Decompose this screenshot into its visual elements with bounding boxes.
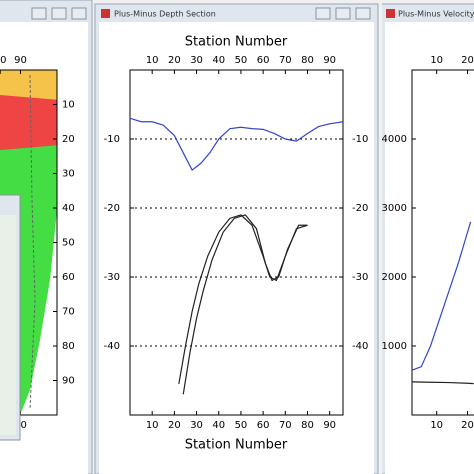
minimize-button[interactable] bbox=[31, 7, 47, 20]
small-window bbox=[0, 194, 21, 441]
window-icon bbox=[386, 9, 395, 18]
y-tick-label: -30 bbox=[352, 272, 368, 283]
x-tick-label: 10 bbox=[430, 55, 443, 66]
x-tick-label: 90 bbox=[14, 55, 27, 66]
x-axis-label: Station Number bbox=[185, 438, 288, 453]
y-tick-label: 70 bbox=[62, 307, 75, 318]
plot-frame bbox=[129, 69, 344, 416]
y-tick-label: 30 bbox=[62, 169, 75, 180]
y-tick-label: 2000 bbox=[382, 272, 407, 283]
velocity-chart: 10 10 20 20 1000 2000 3000 4000 bbox=[382, 55, 474, 431]
y-tick-label: 50 bbox=[62, 238, 75, 249]
y-tick-label: -20 bbox=[352, 203, 368, 214]
x-tick-label: 80 bbox=[301, 420, 314, 431]
plot-frame bbox=[411, 69, 474, 416]
x-tick-label: 30 bbox=[190, 420, 203, 431]
maximize-button[interactable] bbox=[51, 7, 67, 20]
y-tick-label: 3000 bbox=[382, 203, 407, 214]
y-tick-label: 40 bbox=[62, 203, 75, 214]
y-tick-label: 4000 bbox=[382, 134, 407, 145]
y-tick-label: 80 bbox=[62, 341, 75, 352]
x-tick-label: 80 bbox=[0, 55, 7, 66]
y-tick-label: 10 bbox=[62, 100, 75, 111]
x-tick-label: 10 bbox=[146, 420, 159, 431]
x-tick-label: 40 bbox=[212, 55, 225, 66]
close-button[interactable] bbox=[355, 7, 371, 20]
x-tick-label: 20 bbox=[168, 55, 181, 66]
x-tick-label: 10 bbox=[146, 55, 159, 66]
x-tick-label: 20 bbox=[168, 420, 181, 431]
maximize-button[interactable] bbox=[335, 7, 351, 20]
x-tick-label: 90 bbox=[323, 55, 336, 66]
data-line bbox=[182, 214, 308, 395]
y-tick-label: -40 bbox=[352, 341, 368, 352]
x-tick-label: 60 bbox=[257, 55, 270, 66]
y-tick-label: -20 bbox=[104, 203, 120, 214]
x-tick-label: 40 bbox=[212, 420, 225, 431]
x-tick-label: 70 bbox=[279, 55, 292, 66]
window-title: Plus-Minus Velocity Section bbox=[398, 10, 474, 19]
velocity-window: Plus-Minus Velocity Section bbox=[382, 3, 474, 474]
close-button[interactable] bbox=[71, 7, 87, 20]
y-tick-label: 20 bbox=[62, 134, 75, 145]
x-tick-label: 70 bbox=[279, 420, 292, 431]
depth-chart: Station Number Station Number 10 10 20 20 30… bbox=[104, 35, 369, 453]
y-tick-label: 1000 bbox=[382, 341, 407, 352]
x-tick-label: 30 bbox=[190, 55, 203, 66]
x-tick-label: 10 bbox=[430, 420, 443, 431]
x-tick-label: 80 bbox=[301, 55, 314, 66]
y-tick-label: 90 bbox=[62, 376, 75, 387]
y-tick-label: -40 bbox=[104, 341, 120, 352]
x-tick-label: 20 bbox=[461, 55, 474, 66]
y-tick-label: -10 bbox=[104, 134, 120, 145]
x-tick-label: 20 bbox=[461, 420, 474, 431]
x-tick-label: 50 bbox=[235, 55, 248, 66]
x-tick-label: 90 bbox=[323, 420, 336, 431]
data-line bbox=[411, 381, 474, 385]
x-tick-label: 50 bbox=[235, 420, 248, 431]
y-tick-label: -10 bbox=[352, 134, 368, 145]
data-line bbox=[130, 117, 343, 171]
minimize-button[interactable] bbox=[315, 7, 331, 20]
x-tick-label: 60 bbox=[257, 420, 270, 431]
depth-window: Plus-Minus Depth Section bbox=[94, 3, 379, 474]
y-tick-label: -30 bbox=[104, 272, 120, 283]
data-line bbox=[411, 221, 472, 371]
window-title: Plus-Minus Depth Section bbox=[114, 10, 216, 19]
chart-title: Station Number bbox=[185, 35, 288, 50]
y-tick-label: 60 bbox=[62, 272, 75, 283]
window-icon bbox=[101, 9, 110, 18]
